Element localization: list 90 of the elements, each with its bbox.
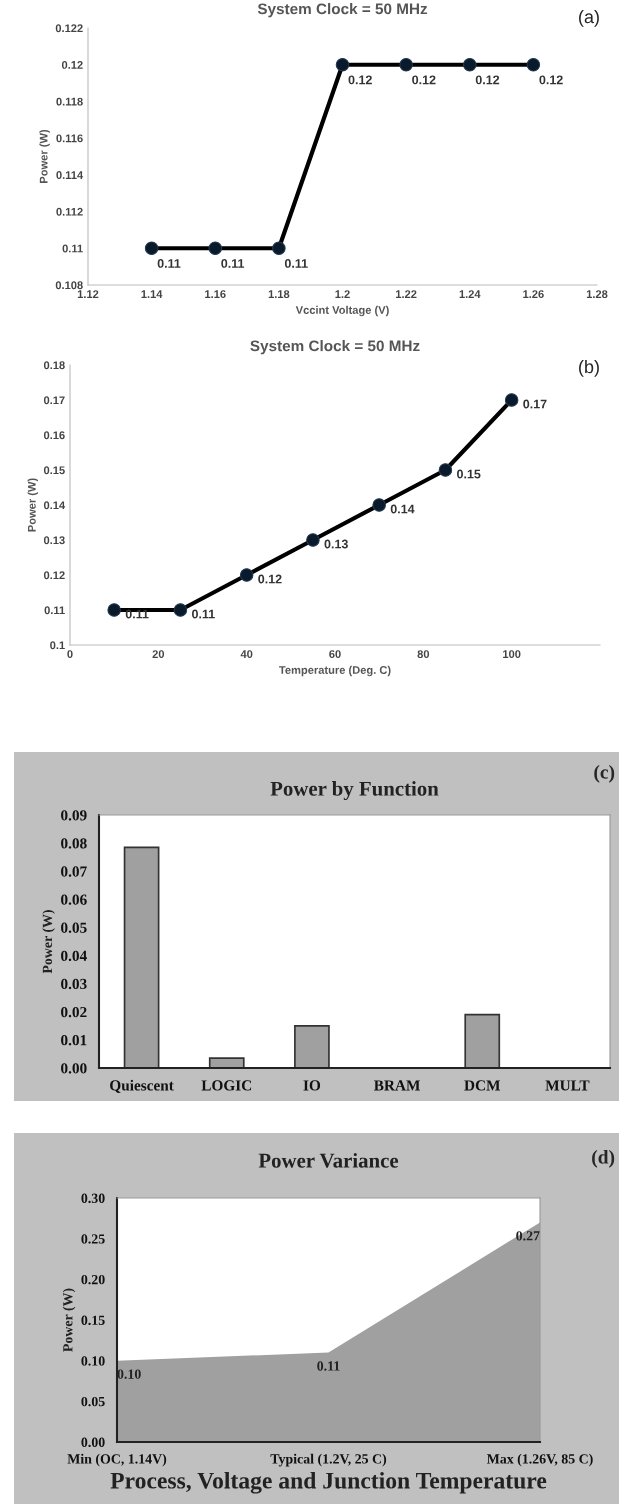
data-label: 0.11 [125, 609, 149, 619]
data-label: 0.11 [284, 259, 308, 268]
y-tick-label: 0.08 [61, 838, 87, 849]
x-axis-title: Vccint Voltage (V) [295, 305, 389, 317]
x-tick-label: IO [303, 1080, 321, 1091]
y-tick-label: 0.114 [56, 171, 84, 179]
x-tick-label: BRAM [374, 1080, 420, 1091]
x-tick-label: 1.2 [335, 290, 350, 298]
x-tick-label: Quiescent [110, 1079, 174, 1093]
y-tick-label: 0.03 [61, 978, 87, 990]
y-tick-label: 0.09 [61, 810, 87, 821]
x-axis-title: Temperature (Deg. C) [279, 665, 391, 677]
y-tick-label: 0.18 [43, 361, 65, 370]
y-tick-label: 0.07 [61, 866, 87, 877]
data-label: 0.17 [523, 399, 547, 409]
y-tick-label: 0.11 [44, 606, 65, 615]
y-tick-label: 0.15 [81, 1315, 105, 1326]
data-label: 0.12 [348, 75, 372, 85]
text: (a) [579, 10, 599, 27]
x-tick-label: 1.24 [459, 290, 481, 298]
y-tick-label: 0.11 [62, 244, 83, 253]
y-tick-label: 0.01 [61, 1035, 87, 1046]
y-tick-label: 0.1 [50, 641, 65, 650]
x-tick-label: 1.12 [77, 290, 99, 298]
chart-title: Power Variance [258, 1152, 399, 1168]
y-tick-label: 0.06 [61, 894, 87, 905]
x-tick-label: 1.26 [523, 290, 544, 299]
y-tick-label: 0.14 [43, 501, 66, 510]
y-tick-label: 0.16 [43, 431, 65, 440]
x-tick-label: Min (OC, 1.14V) [67, 1453, 167, 1467]
y-tick-label: 0.02 [61, 1006, 87, 1018]
x-tick-label: 20 [152, 650, 165, 659]
y-tick-label: 0.108 [55, 281, 83, 290]
y-tick-label: 0.118 [56, 97, 83, 106]
y-tick-label: 0.25 [81, 1234, 105, 1244]
y-tick-label: 0.116 [56, 134, 83, 143]
y-tick-label: 0.17 [43, 396, 65, 405]
y-tick-label: 0.122 [55, 24, 83, 33]
data-label: 0.14 [390, 504, 415, 514]
data-label: 0.12 [539, 75, 563, 85]
y-tick-label: 0.30 [81, 1193, 105, 1204]
y-tick-label: 0.112 [56, 207, 83, 216]
data-label: 0.11 [192, 609, 215, 619]
y-tick-label: 0.00 [81, 1437, 105, 1448]
annotation: (b) [579, 360, 599, 377]
text: (c) [594, 765, 615, 783]
x-axis-title: Process, Voltage and Junction Temperature [110, 1472, 547, 1494]
data-label: 0.12 [258, 574, 282, 584]
x-tick-label: 80 [417, 650, 430, 659]
x-tick-label: MULT [545, 1080, 590, 1091]
y-tick-label: 0.12 [43, 571, 65, 580]
data-label: 0.27 [516, 1231, 540, 1241]
y-tick-label: 0.15 [43, 466, 65, 475]
data-label: 0.12 [475, 75, 500, 85]
x-tick-label: LOGIC [201, 1080, 252, 1091]
text: (d) [592, 1150, 615, 1168]
x-tick-label: Max (1.26V, 85 C) [486, 1453, 593, 1467]
data-label: 0.11 [221, 259, 245, 268]
x-tick-label: Typical (1.2V, 25 C) [270, 1453, 387, 1467]
x-tick-label: 60 [329, 650, 341, 659]
y-tick-label: 0.20 [81, 1274, 105, 1285]
x-tick-label: 1.22 [396, 290, 417, 298]
y-tick-label: 0.12 [61, 60, 83, 69]
data-label: 0.13 [324, 539, 348, 549]
x-tick-label: 1.18 [268, 290, 290, 299]
chart-title: System Clock = 50 MHz [250, 340, 420, 355]
y-tick-label: 0.05 [81, 1396, 105, 1407]
data-label: 0.11 [317, 1361, 340, 1371]
y-axis-title: Power (W) [27, 478, 38, 532]
x-tick-label: 100 [503, 650, 521, 659]
y-tick-label: 0.13 [43, 536, 65, 545]
data-label: 0.11 [157, 259, 181, 268]
chart-title: System Clock = 50 MHz [257, 3, 428, 18]
y-axis-title: Power (W) [42, 910, 55, 974]
y-tick-label: 0.05 [61, 922, 87, 933]
data-label: 0.15 [457, 469, 481, 479]
data-label: 0.12 [412, 75, 436, 85]
y-tick-label: 0.10 [81, 1356, 105, 1366]
x-tick-label: 40 [240, 650, 253, 659]
x-tick-label: 1.28 [586, 290, 608, 299]
y-axis-title: Power (W) [62, 1288, 76, 1352]
y-axis-title: Power (W) [39, 129, 50, 183]
data-label: 0.10 [117, 1369, 141, 1379]
x-tick-label: DCM [464, 1080, 501, 1091]
x-tick-label: 1.16 [205, 290, 226, 299]
y-tick-label: 0.04 [61, 950, 87, 962]
x-tick-label: 1.14 [141, 290, 163, 298]
chart-title: Power by Function [270, 781, 439, 801]
x-tick-label: 0 [67, 650, 73, 659]
y-tick-label: 0.00 [61, 1063, 87, 1074]
